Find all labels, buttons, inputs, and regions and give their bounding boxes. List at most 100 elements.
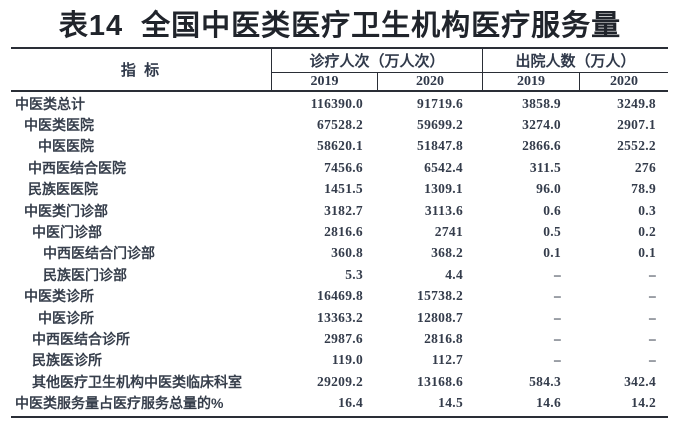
- cell-value: 14.2: [631, 395, 656, 411]
- table-row: 中医类门诊部 3182.7 3113.6 0.6 0.3: [11, 200, 668, 221]
- table-row: 民族医医院 1451.5 1309.1 96.0 78.9: [11, 179, 668, 200]
- cell-value: 0.1: [543, 245, 561, 261]
- cell-value: 13363.2: [317, 309, 363, 325]
- table-row: 中医类服务量占医疗服务总量的% 16.4 14.5 14.6 14.2: [11, 392, 668, 413]
- cell-value: 16.4: [338, 395, 363, 411]
- table-title: 表14 全国中医类医疗卫生机构医疗服务量: [58, 10, 622, 42]
- cell-value: 1309.1: [424, 181, 463, 197]
- cell-value: 119.0: [331, 352, 363, 368]
- cell-value: –: [553, 266, 561, 282]
- cell-value: 15738.2: [417, 288, 463, 304]
- cell-value: –: [553, 352, 561, 368]
- cell-value: 96.0: [536, 181, 561, 197]
- cell-value: –: [648, 330, 656, 346]
- cell-value: 1451.5: [324, 181, 363, 197]
- cell-value: 58620.1: [317, 138, 363, 154]
- table-row: 中西医结合诊所 2987.6 2816.8 – –: [11, 328, 668, 349]
- cell-value: 3113.6: [424, 202, 463, 218]
- table-row: 中医类诊所 16469.8 15738.2 – –: [11, 286, 668, 307]
- table-row: 中医类医院 67528.2 59699.2 3274.0 2907.1: [11, 114, 668, 135]
- row-label: 中医类服务量占医疗服务总量的%: [15, 395, 224, 412]
- cell-value: 116390.0: [310, 95, 363, 111]
- table-row: 民族医门诊部 5.3 4.4 – –: [11, 264, 668, 285]
- cell-value: –: [553, 309, 561, 325]
- cell-value: 2907.1: [617, 117, 656, 133]
- cell-value: 2816.8: [424, 330, 463, 346]
- visits-year-2019-header: 2019: [272, 73, 378, 90]
- row-label: 中医类门诊部: [24, 202, 108, 219]
- cell-value: 0.2: [638, 224, 656, 240]
- cell-value: –: [553, 288, 561, 304]
- discharges-year-2020-header: 2020: [610, 73, 638, 89]
- row-label: 中西医结合医院: [28, 159, 126, 176]
- cell-value: 6542.4: [424, 159, 463, 175]
- visits-group-header: 诊疗人次（万人次）: [272, 49, 483, 73]
- cell-value: 0.3: [638, 202, 656, 218]
- table-row: 其他医疗卫生机构中医类临床科室 29209.2 13168.6 584.3 342.4: [11, 371, 668, 392]
- cell-value: 67528.2: [317, 117, 363, 133]
- cell-value: 91719.6: [417, 95, 463, 111]
- cell-value: 3858.9: [522, 95, 561, 111]
- cell-value: 51847.8: [417, 138, 463, 154]
- table-header: 指 标 诊疗人次（万人次） 出院人数（万人） 2019 2020 2019 20…: [11, 47, 668, 92]
- statistics-table: 指 标 诊疗人次（万人次） 出院人数（万人） 2019 2020 2019 20…: [11, 47, 668, 418]
- cell-value: 2741: [434, 224, 463, 240]
- cell-value: 368.2: [431, 245, 463, 261]
- cell-value: 7456.6: [324, 159, 363, 175]
- cell-value: 311.5: [529, 159, 561, 175]
- cell-value: –: [648, 266, 656, 282]
- indicator-column-header: 指 标: [11, 49, 272, 90]
- row-label: 中西医结合诊所: [32, 330, 130, 347]
- cell-value: –: [648, 288, 656, 304]
- cell-value: 0.5: [543, 224, 561, 240]
- row-label: 中医类诊所: [24, 288, 94, 305]
- cell-value: 3249.8: [617, 95, 656, 111]
- cell-value: 59699.2: [417, 117, 463, 133]
- visits-year-2020-header: 2020: [378, 73, 483, 90]
- table-row: 中医门诊部 2816.6 2741 0.5 0.2: [11, 221, 668, 242]
- cell-value: 16469.8: [317, 288, 363, 304]
- cell-value: 584.3: [529, 373, 561, 389]
- row-label: 民族医医院: [28, 181, 98, 198]
- row-label: 中西医结合门诊部: [43, 245, 155, 262]
- cell-value: 14.6: [536, 395, 561, 411]
- row-label: 中医类总计: [15, 95, 85, 112]
- table-row: 中西医结合医院 7456.6 6542.4 311.5 276: [11, 157, 668, 178]
- table-row: 中医类总计 116390.0 91719.6 3858.9 3249.8: [11, 93, 668, 114]
- cell-value: 4.4: [445, 266, 463, 282]
- cell-value: 2816.6: [324, 224, 363, 240]
- cell-value: 3182.7: [324, 202, 363, 218]
- cell-value: –: [648, 352, 656, 368]
- row-label: 中医类医院: [24, 117, 94, 134]
- cell-value: 12808.7: [417, 309, 463, 325]
- cell-value: 0.1: [638, 245, 656, 261]
- table-row: 中医诊所 13363.2 12808.7 – –: [11, 307, 668, 328]
- cell-value: 78.9: [631, 181, 656, 197]
- cell-value: –: [553, 330, 561, 346]
- cell-value: 2866.6: [522, 138, 561, 154]
- row-label: 中医医院: [38, 138, 94, 155]
- table-row: 民族医诊所 119.0 112.7 – –: [11, 350, 668, 371]
- table-body: 中医类总计 116390.0 91719.6 3858.9 3249.8 中医类医院 675…: [11, 92, 668, 418]
- cell-value: –: [648, 309, 656, 325]
- row-label: 中医门诊部: [32, 224, 102, 241]
- table-row: 中医医院 58620.1 51847.8 2866.6 2552.2: [11, 136, 668, 157]
- row-label: 中医诊所: [38, 309, 94, 326]
- cell-value: 342.4: [624, 373, 656, 389]
- table-row: 中西医结合门诊部 360.8 368.2 0.1 0.1: [11, 243, 668, 264]
- discharges-group-header: 出院人数（万人）: [483, 49, 668, 73]
- cell-value: 276: [634, 159, 656, 175]
- cell-value: 3274.0: [522, 117, 561, 133]
- cell-value: 0.6: [543, 202, 561, 218]
- cell-value: 2987.6: [324, 330, 363, 346]
- cell-value: 29209.2: [317, 373, 363, 389]
- cell-value: 14.5: [438, 395, 463, 411]
- cell-value: 13168.6: [417, 373, 463, 389]
- row-label: 民族医门诊部: [43, 266, 127, 283]
- discharges-year-2019-header: 2019: [483, 73, 580, 90]
- cell-value: 360.8: [331, 245, 363, 261]
- cell-value: 2552.2: [617, 138, 656, 154]
- row-label: 其他医疗卫生机构中医类临床科室: [32, 373, 242, 390]
- row-label: 民族医诊所: [32, 352, 102, 369]
